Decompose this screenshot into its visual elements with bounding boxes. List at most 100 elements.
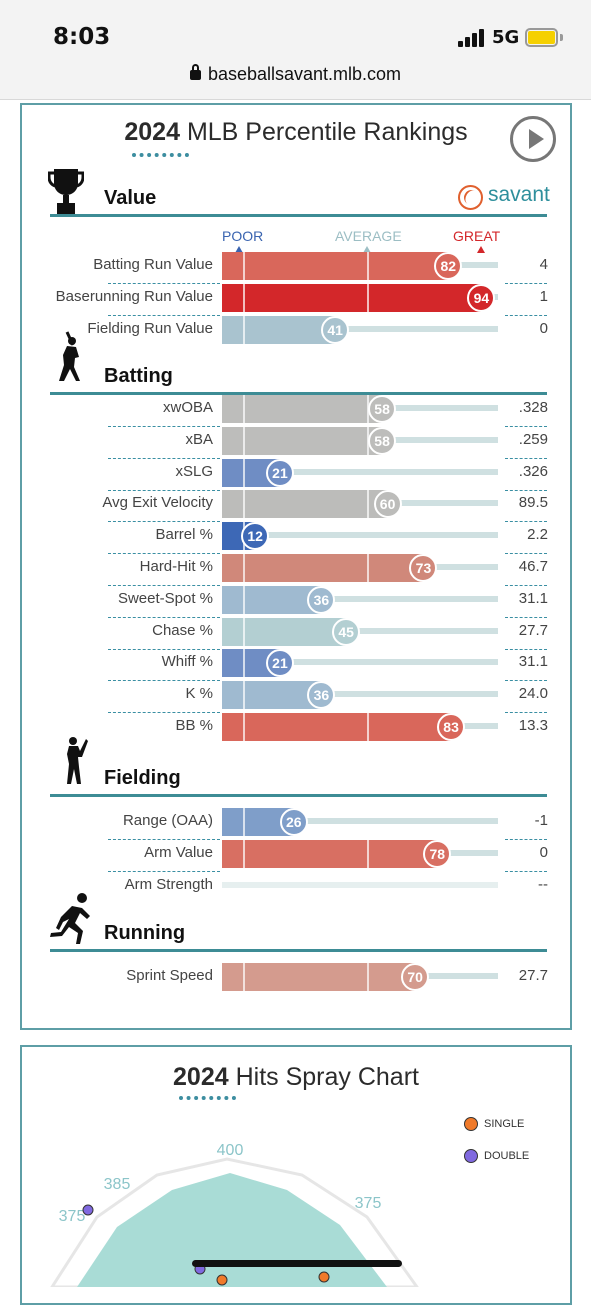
legend-double-label: DOUBLE — [484, 1150, 530, 1162]
metric-row-chase[interactable]: Chase % 45 27.7 — [22, 617, 570, 650]
percentile-bar — [222, 554, 424, 582]
metric-name: Sweet-Spot % — [117, 589, 213, 607]
metric-row-range-oaa[interactable]: Range (OAA) 26 -1 — [22, 807, 570, 840]
row-divider — [108, 553, 220, 555]
row-divider — [108, 648, 220, 650]
percentile-badge: 45 — [332, 617, 361, 646]
play-button[interactable] — [510, 116, 556, 162]
row-divider — [108, 283, 220, 284]
metric-row-sweet-spot[interactable]: Sweet-Spot % 36 31.1 — [22, 585, 570, 618]
status-time: 8:03 — [53, 24, 111, 50]
double-dot-icon — [464, 1149, 478, 1163]
baseball-icon — [458, 185, 483, 210]
bar-tick — [243, 585, 245, 614]
percentile-track — [222, 818, 498, 824]
row-divider — [505, 648, 547, 650]
bar-tick — [367, 426, 369, 455]
bar-tick — [367, 252, 369, 280]
metric-value: 2.2 — [527, 526, 548, 544]
percentile-track — [222, 691, 498, 698]
metric-value: 0 — [539, 319, 548, 337]
network-type: 5G — [492, 27, 520, 48]
metric-row-arm-strength[interactable]: Arm Strength -- — [22, 871, 570, 901]
metric-name: K % — [185, 685, 213, 703]
bar-tick — [243, 315, 245, 344]
percentile-badge: 21 — [265, 458, 294, 487]
percentile-bar — [222, 490, 388, 519]
row-divider — [505, 426, 547, 427]
row-divider — [505, 839, 547, 840]
bar-tick — [367, 839, 369, 868]
title-underline — [132, 153, 189, 157]
metric-name: Batting Run Value — [93, 256, 213, 273]
metric-row-avg-exit-velocity[interactable]: Avg Exit Velocity 60 89.5 — [22, 489, 570, 523]
metric-row-baserunning-run-value[interactable]: Baserunning Run Value 94 1 — [22, 283, 570, 316]
url-bar[interactable]: baseballsavant.mlb.com — [0, 64, 591, 85]
bar-tick — [243, 839, 245, 868]
metric-row-xwoba[interactable]: xwOBA 58 .328 — [22, 394, 570, 427]
metric-row-whiff[interactable]: Whiff % 21 31.1 — [22, 648, 570, 682]
section-divider — [50, 214, 547, 217]
bar-tick — [243, 395, 245, 423]
percentile-bar — [222, 963, 416, 991]
row-divider — [505, 521, 547, 523]
distance-center: 400 — [217, 1142, 244, 1159]
metric-value: 27.7 — [518, 621, 548, 639]
section-divider — [50, 949, 547, 952]
bar-tick — [243, 283, 245, 312]
section-divider — [50, 392, 547, 395]
distance-left-center: 385 — [104, 1176, 131, 1193]
scale-poor-marker — [235, 246, 243, 253]
section-label-fielding: Fielding — [104, 767, 181, 789]
metric-row-k[interactable]: K % 36 24.0 — [22, 680, 570, 714]
bar-tick — [243, 963, 245, 991]
metric-row-xslg[interactable]: xSLG 21 .326 — [22, 458, 570, 491]
percentile-badge: 21 — [265, 649, 294, 678]
metric-value: 46.7 — [518, 558, 548, 575]
title-text: MLB Percentile Rankings — [186, 118, 468, 146]
percentile-badge: 36 — [307, 585, 336, 614]
row-divider — [108, 712, 220, 714]
metric-value: -- — [538, 875, 548, 893]
row-divider — [505, 553, 547, 555]
metric-name: Avg Exit Velocity — [102, 494, 213, 512]
bar-tick — [367, 283, 369, 312]
metric-row-xba[interactable]: xBA 58 .259 — [22, 426, 570, 459]
section-divider — [50, 794, 547, 797]
percentile-badge: 83 — [437, 713, 466, 741]
metric-row-hard-hit[interactable]: Hard-Hit % 73 46.7 — [22, 553, 570, 586]
bar-tick — [367, 963, 369, 991]
metric-row-sprint-speed[interactable]: Sprint Speed 70 27.7 — [22, 962, 570, 992]
scale-average-label: AVERAGE — [335, 228, 402, 244]
row-divider — [505, 314, 547, 316]
metric-row-barrel[interactable]: Barrel % 12 2.2 — [22, 521, 570, 555]
spray-card-title: 2024 Hits Spray Chart — [22, 1063, 570, 1092]
metric-value: .328 — [518, 399, 548, 416]
percentile-badge: 36 — [307, 681, 336, 710]
bar-tick — [367, 713, 369, 741]
metric-row-fielding-run-value[interactable]: Fielding Run Value 41 0 — [22, 315, 570, 345]
percentile-track — [222, 325, 498, 332]
bar-tick — [243, 252, 245, 280]
savant-logo-text: savant — [488, 183, 550, 206]
metric-value: 13.3 — [518, 717, 548, 734]
row-divider — [505, 712, 547, 714]
percentile-badge: 73 — [409, 554, 438, 582]
metric-name: Barrel % — [155, 526, 213, 544]
percentile-bar — [222, 839, 438, 868]
section-label-batting: Batting — [104, 365, 173, 387]
row-divider — [505, 616, 547, 618]
percentile-badge: 78 — [423, 839, 452, 868]
metric-row-arm-value[interactable]: Arm Value 78 0 — [22, 839, 570, 872]
browser-top-bar: 8:03 5G baseballsavant.mlb.com — [0, 0, 591, 100]
home-indicator — [192, 1260, 402, 1267]
metric-name: Whiff % — [161, 653, 213, 671]
metric-row-batting-run-value[interactable]: Batting Run Value 82 4 — [22, 251, 570, 284]
metric-value: 27.7 — [518, 967, 548, 984]
bar-tick — [367, 554, 369, 582]
percentile-badge: 70 — [401, 963, 430, 991]
metric-name: Sprint Speed — [126, 967, 213, 984]
metric-name: Range (OAA) — [122, 812, 213, 829]
double-hit-point — [82, 1204, 94, 1216]
metric-row-bb[interactable]: BB % 83 13.3 — [22, 712, 570, 742]
